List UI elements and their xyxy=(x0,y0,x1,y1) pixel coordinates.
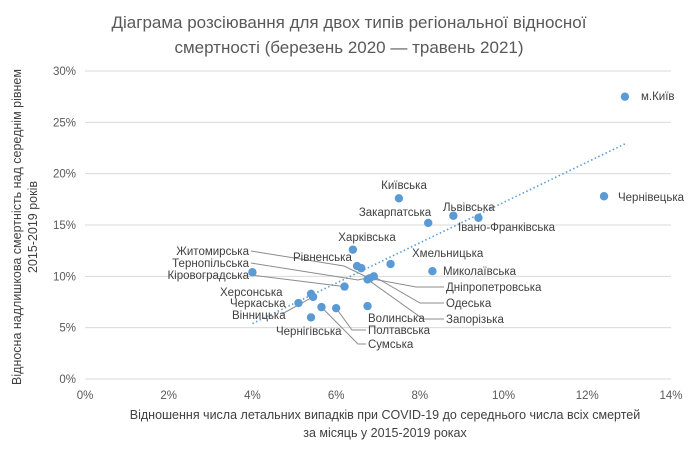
tick-labels: 0% 5% 10% 15% 20% 25% 30% 0% 2% 4% 6% 8% 10% 12% 14% xyxy=(53,66,683,402)
data-point xyxy=(363,275,372,284)
x-tick-label: 0% xyxy=(77,390,94,402)
x-tick-label: 12% xyxy=(576,390,599,402)
data-labels: м.Київ Чернівецька Київська Львівська Івано-… xyxy=(167,91,684,351)
data-label: Полтавська xyxy=(368,325,431,337)
data-point xyxy=(308,292,318,302)
data-point xyxy=(369,272,379,281)
data-label: Чернігівська xyxy=(276,326,342,338)
x-tick-label: 14% xyxy=(659,390,682,402)
data-points xyxy=(248,92,630,322)
data-label: Хмельницька xyxy=(412,248,484,260)
data-point xyxy=(340,282,349,291)
leader-line xyxy=(367,279,444,320)
x-axis-title-line-1: Відношення числа летальних випадків при … xyxy=(130,408,640,422)
data-point xyxy=(386,259,395,269)
data-label: Київська xyxy=(381,180,427,192)
gridlines xyxy=(85,70,671,329)
x-tick-label: 2% xyxy=(160,390,177,402)
x-tick-label: 6% xyxy=(328,390,345,402)
leader-line xyxy=(369,277,444,288)
x-tick-label: 8% xyxy=(412,390,429,402)
y-tick-label: 0% xyxy=(59,374,76,386)
leader-line xyxy=(250,274,345,288)
y-tick-label: 5% xyxy=(59,323,76,335)
data-label: Тернопільська xyxy=(172,258,249,270)
data-label: Волинська xyxy=(368,313,425,325)
data-label: Рівненська xyxy=(293,252,352,264)
y-tick-label: 20% xyxy=(53,169,76,181)
data-label: Харківська xyxy=(338,232,396,244)
data-label: Миколаївська xyxy=(443,266,517,278)
data-label: м.Київ xyxy=(641,91,675,103)
chart-title-line-1: Діаграма розсіювання для двох типів регі… xyxy=(112,13,587,32)
leader-line xyxy=(373,275,444,304)
data-label: Івано-Франківська xyxy=(458,222,556,234)
data-label: Кіровоградська xyxy=(167,270,249,282)
chart-title-line-2: смертності (березень 2020 — травень 2021… xyxy=(174,38,523,57)
y-axis-title-line-2: 2015-2019 років xyxy=(26,181,40,273)
data-label: Запорізька xyxy=(446,314,504,326)
data-point xyxy=(394,194,404,203)
data-point xyxy=(620,92,630,101)
y-tick-label: 10% xyxy=(53,271,76,283)
data-point xyxy=(424,218,433,228)
leader-line xyxy=(335,307,366,331)
data-point xyxy=(474,213,483,223)
leader-lines xyxy=(250,250,444,345)
data-point xyxy=(317,302,326,312)
y-tick-label: 15% xyxy=(53,220,76,232)
leader-line xyxy=(321,306,366,345)
data-label: Закарпатська xyxy=(359,207,432,219)
x-axis-title-line-2: за місяць у 2015-2019 роках xyxy=(303,426,467,440)
data-point xyxy=(428,267,437,276)
data-point xyxy=(331,303,341,313)
data-label: Одеська xyxy=(446,298,492,310)
data-label: Житомирська xyxy=(176,246,249,258)
y-tick-label: 25% xyxy=(53,117,76,129)
y-axis-title-line-1: Відносна надлишкова смертність над серед… xyxy=(10,69,24,385)
x-tick-label: 4% xyxy=(244,390,261,402)
data-point xyxy=(449,211,458,220)
data-label: Львівська xyxy=(443,202,495,214)
data-point xyxy=(294,298,303,308)
data-label: Чернівецька xyxy=(618,192,685,204)
x-tick-label: 10% xyxy=(492,390,515,402)
data-point xyxy=(306,313,316,322)
data-label: Черкаська xyxy=(230,298,286,310)
data-point xyxy=(599,192,609,201)
data-point xyxy=(348,245,358,254)
data-label: Дніпропетровська xyxy=(446,282,542,294)
data-label: Херсонська xyxy=(220,287,283,299)
leader-line xyxy=(250,250,370,279)
data-point xyxy=(248,268,257,277)
y-tick-label: 30% xyxy=(53,66,76,78)
data-label: Сумська xyxy=(368,339,414,351)
data-label: Вінницька xyxy=(232,310,286,322)
data-point xyxy=(357,263,366,273)
data-point xyxy=(363,301,372,311)
